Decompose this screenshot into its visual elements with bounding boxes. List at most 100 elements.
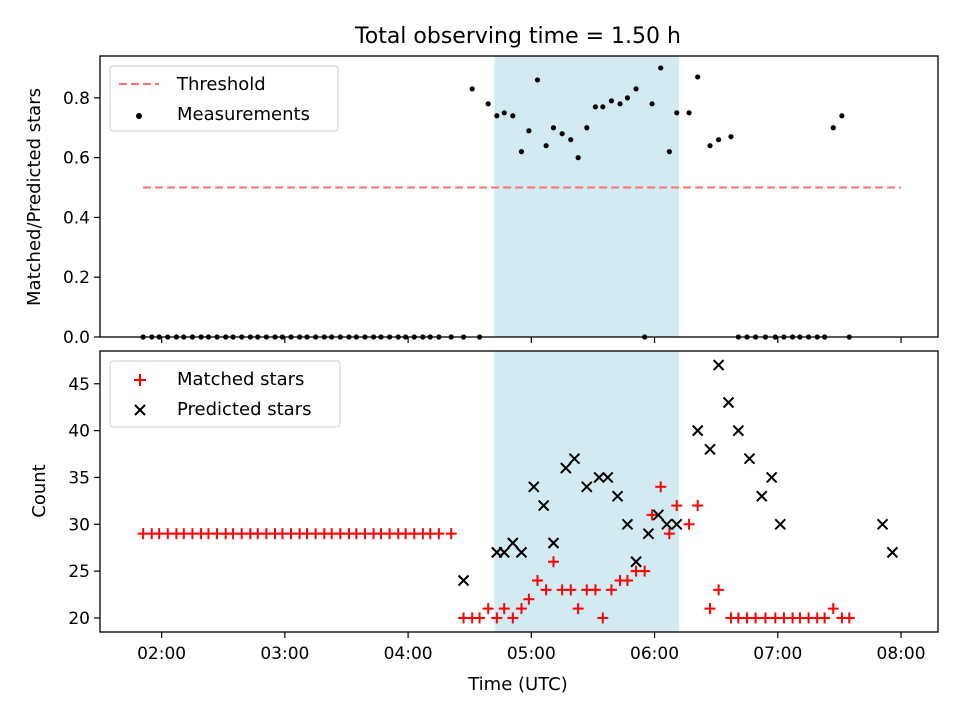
matched-star-point [474, 612, 486, 624]
top-plot-frame [99, 55, 939, 338]
measurement-point [485, 101, 491, 107]
predicted-star-point [537, 499, 550, 512]
predicted-star-point [602, 471, 614, 484]
x-tick-label: 06:00 [630, 644, 679, 664]
bottom-y-axis-label: Count [29, 464, 50, 517]
y-tick-label: 0.8 [63, 89, 90, 109]
predicted-star-point [642, 527, 655, 540]
predicted-star-stroke [756, 490, 768, 502]
matched-star-point [507, 612, 519, 624]
predicted-star-stroke [602, 471, 614, 484]
predicted-star-point [691, 424, 704, 437]
matched-star-point [498, 603, 510, 615]
predicted-star-stroke [642, 527, 655, 540]
bottom-legend: Matched stars Predicted stars [109, 360, 341, 428]
measurement-point [674, 110, 680, 116]
predicted-star-stroke [661, 518, 673, 530]
measurement-point [839, 113, 845, 119]
measurement-point [550, 125, 557, 131]
y-tick-label: 20 [68, 609, 90, 629]
predicted-star-point [876, 518, 889, 530]
measurement-point [728, 134, 734, 140]
matched-star-point [759, 612, 771, 624]
predicted-star-point [528, 481, 540, 493]
x-axis-label: Time (UTC) [467, 674, 568, 695]
matched-star-point [663, 528, 675, 540]
predicted-star-point [611, 490, 624, 502]
measurement-point [666, 149, 672, 155]
matched-star-point [639, 565, 651, 577]
predicted-star-point [652, 509, 664, 521]
x-tick-label: 03:00 [260, 644, 309, 664]
legend-matched-label: Matched stars [177, 369, 304, 390]
predicted-star-stroke [581, 481, 593, 493]
predicted-star-stroke [652, 509, 664, 521]
legend-threshold-label: Threshold [176, 74, 266, 95]
bottom-plot-frame [99, 350, 939, 633]
matched-star-point [482, 603, 494, 615]
predicted-star-point [568, 453, 581, 465]
y-tick-label: 35 [68, 468, 90, 488]
measurement-point [584, 125, 590, 131]
legend-predicted-label: Predicted stars [177, 399, 311, 420]
predicted-star-stroke [743, 453, 756, 465]
matched-star-point [683, 518, 695, 530]
predicted-star-stroke [621, 518, 634, 530]
predicted-star-stroke [630, 556, 642, 568]
measurement-point [568, 137, 574, 143]
measurement-point [658, 65, 664, 71]
matched-star-point [843, 612, 855, 624]
matched-star-point [621, 574, 633, 586]
predicted-star-stroke [886, 546, 899, 559]
predicted-star-stroke [568, 453, 581, 465]
predicted-star-point [630, 556, 642, 568]
top-legend: Threshold Measurements [109, 65, 339, 132]
predicted-star-stroke [515, 546, 528, 559]
predicted-star-point [515, 546, 528, 559]
x-tick-label: 02:00 [137, 644, 186, 664]
x-tick-label: 08:00 [877, 644, 926, 664]
x-tick-label: 07:00 [753, 644, 802, 664]
matched-star-point [523, 593, 535, 605]
measurement-point [686, 110, 692, 116]
predicted-star-point [765, 471, 778, 484]
measurement-point [592, 104, 599, 110]
predicted-star-point [560, 462, 572, 474]
measurement-point [526, 128, 532, 134]
measurement-point [469, 86, 475, 92]
matched-star-point [713, 584, 725, 596]
measurement-point [510, 113, 516, 119]
matched-star-point [605, 584, 617, 596]
predicted-star-stroke [507, 537, 519, 549]
measurement-point [534, 77, 541, 83]
legend-predicted-marker [134, 404, 146, 416]
predicted-star-point [581, 481, 593, 493]
matched-star-point [491, 612, 503, 624]
matched-star-point [750, 612, 762, 624]
measurement-point [600, 104, 606, 110]
measurement-point [707, 143, 713, 149]
measurement-point [608, 98, 615, 104]
measurement-point [617, 101, 623, 107]
matched-star-point [572, 603, 584, 615]
measurement-point [501, 110, 507, 116]
matched-star-point [692, 500, 704, 512]
measurement-point [494, 113, 500, 119]
predicted-star-point [756, 490, 768, 502]
matched-star-point [597, 612, 609, 624]
matched-star-point [433, 528, 445, 540]
predicted-star-point [547, 537, 560, 549]
predicted-star-stroke [560, 462, 572, 474]
predicted-star-stroke [547, 537, 560, 549]
top-panel: 0.00.20.40.60.8 Matched/Predicted stars … [24, 55, 939, 348]
measurement-point [830, 125, 836, 131]
predicted-star-point [774, 518, 786, 530]
x-tick-label: 05:00 [507, 644, 556, 664]
measurement-point [518, 149, 525, 155]
measurement-point [543, 143, 549, 149]
predicted-star-point [722, 396, 735, 409]
y-tick-label: 0.4 [63, 208, 90, 228]
y-tick-label: 40 [68, 422, 90, 442]
predicted-star-point [507, 537, 519, 549]
